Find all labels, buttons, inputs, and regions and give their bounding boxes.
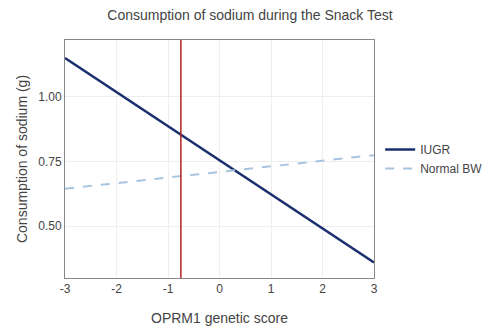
svg-text:-1: -1 — [163, 282, 174, 296]
svg-text:3: 3 — [371, 282, 378, 296]
svg-text:0.50: 0.50 — [38, 219, 62, 233]
svg-text:Consumption of sodium during t: Consumption of sodium during the Snack T… — [107, 7, 392, 23]
svg-text:-3: -3 — [60, 282, 71, 296]
svg-text:0: 0 — [216, 282, 223, 296]
svg-text:OPRM1 genetic score: OPRM1 genetic score — [151, 310, 288, 326]
svg-text:Consumption of sodium (g): Consumption of sodium (g) — [14, 75, 30, 243]
svg-text:0.75: 0.75 — [38, 155, 62, 169]
svg-text:2: 2 — [319, 282, 326, 296]
svg-text:1.00: 1.00 — [38, 90, 62, 104]
svg-text:-2: -2 — [111, 282, 122, 296]
svg-text:1: 1 — [268, 282, 275, 296]
svg-text:Normal BW: Normal BW — [420, 162, 482, 176]
svg-text:IUGR: IUGR — [420, 143, 450, 157]
